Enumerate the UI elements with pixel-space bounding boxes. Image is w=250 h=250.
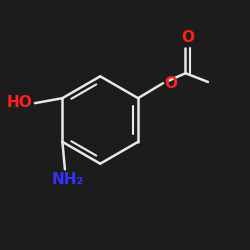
Text: HO: HO [7, 95, 32, 110]
Text: NH₂: NH₂ [51, 172, 84, 187]
Text: O: O [164, 76, 177, 91]
Text: O: O [181, 30, 194, 45]
